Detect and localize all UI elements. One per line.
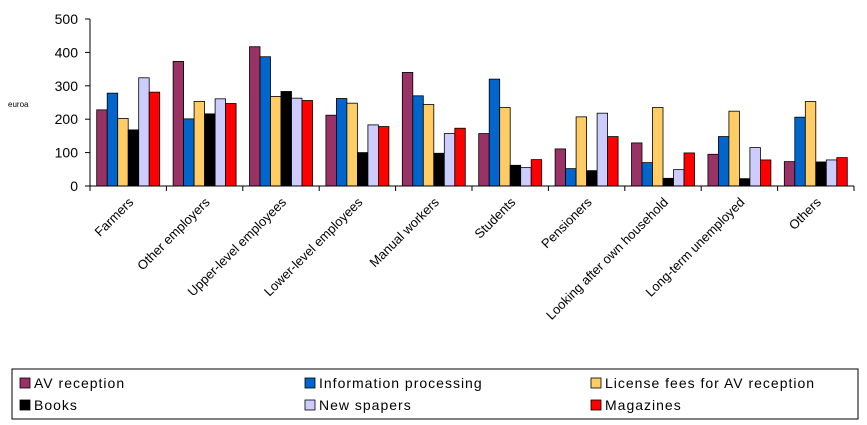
bar-new-spapers-9 <box>825 159 838 187</box>
bar-magazines-7 <box>683 152 695 187</box>
y-tick-label: 300 <box>55 78 79 94</box>
legend-label: New spapers <box>319 397 412 413</box>
bar-new-spapers-7 <box>673 169 685 187</box>
bar-new-spapers-8 <box>749 147 761 187</box>
bars <box>96 46 848 187</box>
x-tick-label: Others <box>786 194 825 233</box>
y-axis: 0 100 200 300 400 500 <box>55 11 91 194</box>
bar-new-spapers-2 <box>291 97 303 187</box>
bar-av-reception-0 <box>96 109 108 187</box>
bar-license-fees-for-av-reception-2 <box>270 96 282 187</box>
bar-av-reception-5 <box>478 133 490 187</box>
bar-new-spapers-6 <box>596 112 608 187</box>
bar-new-spapers-0 <box>138 77 150 187</box>
x-tick-label: Manual workers <box>366 194 442 270</box>
bar-new-spapers-3 <box>367 124 379 187</box>
bar-magazines-6 <box>607 136 619 187</box>
legend-swatch <box>590 377 602 389</box>
bar-magazines-0 <box>148 91 161 187</box>
bar-information-processing-7 <box>641 162 653 187</box>
legend-label: License fees for AV reception <box>605 375 815 391</box>
bar-magazines-3 <box>377 126 390 187</box>
y-axis-label: euroa <box>8 100 29 109</box>
bar-books-4 <box>433 152 445 187</box>
x-tick-label: Students <box>471 194 518 241</box>
legend: AV reception Information processing Licens… <box>11 368 859 420</box>
bar-license-fees-for-av-reception-8 <box>728 110 740 187</box>
x-tick-label: Farmers <box>91 194 136 239</box>
y-tick-label: 400 <box>55 44 79 60</box>
bar-books-3 <box>356 152 369 187</box>
legend-label: Books <box>34 397 78 413</box>
bar-books-1 <box>204 113 216 187</box>
bar-information-processing-2 <box>259 56 271 187</box>
legend-swatch <box>304 377 316 389</box>
bar-license-fees-for-av-reception-7 <box>652 107 664 187</box>
bar-information-processing-8 <box>718 136 730 187</box>
bar-av-reception-9 <box>783 161 796 187</box>
bar-magazines-2 <box>301 100 313 187</box>
bar-new-spapers-1 <box>214 98 227 187</box>
bar-books-7 <box>662 177 674 187</box>
x-tick-label: Looking after own household <box>543 195 671 323</box>
y-tick-label: 100 <box>55 145 79 161</box>
legend-box <box>11 368 859 420</box>
bar-magazines-4 <box>454 127 466 187</box>
bar-av-reception-4 <box>401 72 414 187</box>
bar-books-2 <box>280 91 292 187</box>
bar-av-reception-6 <box>554 148 566 187</box>
legend-label: Information processing <box>319 375 483 391</box>
bar-license-fees-for-av-reception-4 <box>422 104 435 187</box>
bar-magazines-8 <box>760 159 772 187</box>
bar-books-0 <box>127 129 140 187</box>
bar-av-reception-2 <box>249 46 261 187</box>
bar-information-processing-3 <box>335 98 348 187</box>
bar-license-fees-for-av-reception-9 <box>804 101 817 187</box>
bar-magazines-1 <box>225 103 237 187</box>
bar-magazines-5 <box>530 159 543 187</box>
y-tick-label: 200 <box>55 111 79 127</box>
legend-swatch <box>304 399 316 411</box>
bar-license-fees-for-av-reception-0 <box>117 118 129 187</box>
bar-books-6 <box>586 170 598 187</box>
bar-information-processing-1 <box>183 118 195 187</box>
legend-swatch <box>19 377 31 389</box>
x-tick-label: Other employers <box>134 194 213 273</box>
legend-label: AV reception <box>34 375 125 391</box>
bar-information-processing-9 <box>794 116 806 187</box>
bar-new-spapers-5 <box>520 167 532 187</box>
legend-label: Magazines <box>605 397 682 413</box>
bar-information-processing-5 <box>488 78 501 187</box>
bar-av-reception-3 <box>325 114 337 187</box>
bar-av-reception-8 <box>707 153 719 187</box>
bar-information-processing-0 <box>106 92 119 187</box>
bar-av-reception-1 <box>172 61 185 187</box>
legend-swatch <box>19 399 31 411</box>
bar-license-fees-for-av-reception-3 <box>346 102 358 187</box>
bar-av-reception-7 <box>631 142 643 187</box>
bar-books-9 <box>815 161 827 187</box>
bar-license-fees-for-av-reception-1 <box>193 101 206 187</box>
bar-new-spapers-4 <box>443 133 456 187</box>
y-tick-label: 500 <box>55 11 79 27</box>
bar-information-processing-6 <box>565 168 577 187</box>
bar-books-5 <box>509 164 522 187</box>
bar-books-8 <box>739 178 751 187</box>
legend-swatch <box>590 399 602 411</box>
bar-license-fees-for-av-reception-5 <box>499 107 511 187</box>
y-tick-label: 0 <box>70 178 78 194</box>
bar-license-fees-for-av-reception-6 <box>575 116 587 187</box>
x-tick-label: Pensioners <box>538 194 595 251</box>
bar-magazines-9 <box>836 157 848 187</box>
bar-information-processing-4 <box>412 95 424 187</box>
